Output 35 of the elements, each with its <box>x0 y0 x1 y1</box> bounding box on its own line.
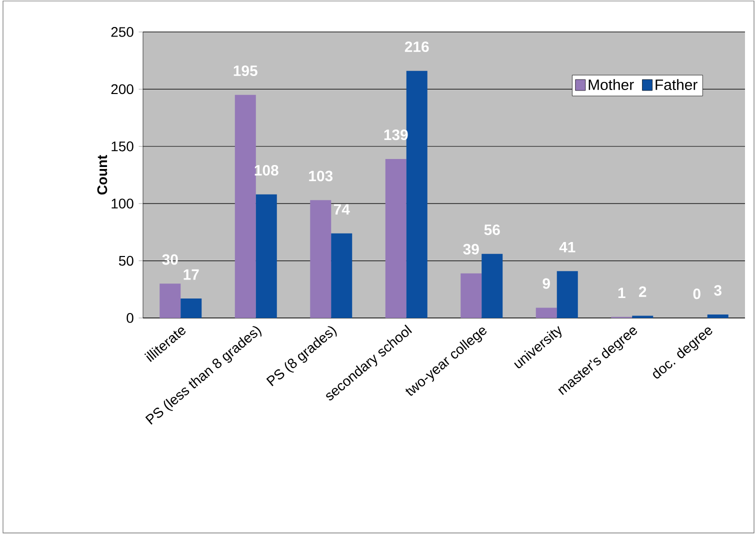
data-label: 0 <box>693 288 700 300</box>
data-label: 17 <box>184 269 199 280</box>
data-label: 103 <box>309 170 333 182</box>
legend-label: Father <box>656 79 698 90</box>
data-label: 74 <box>334 204 350 214</box>
data-label: 56 <box>484 224 500 236</box>
data-label: 2 <box>638 286 646 297</box>
bar <box>180 298 202 318</box>
bar <box>556 271 578 318</box>
bar <box>331 233 352 318</box>
y-tick-label: 250 <box>111 27 134 37</box>
data-label: 3 <box>714 285 722 296</box>
y-tick-label: 150 <box>112 141 134 152</box>
data-label: 1 <box>618 288 626 298</box>
bar <box>536 308 557 318</box>
data-label: 216 <box>404 41 429 52</box>
bar <box>256 194 277 318</box>
bar <box>160 284 181 318</box>
legend-label: Mother <box>588 79 634 90</box>
data-label: 41 <box>559 242 576 252</box>
bar <box>385 158 406 318</box>
data-label: 9 <box>542 278 550 289</box>
bar <box>406 70 428 318</box>
y-axis-title: Count <box>97 155 108 195</box>
bar <box>310 200 332 318</box>
bar <box>482 254 503 318</box>
data-label: 39 <box>463 244 479 255</box>
bar <box>234 94 256 318</box>
bar <box>707 314 728 318</box>
bar <box>460 273 482 318</box>
y-tick-label: 0 <box>126 313 134 323</box>
data-label: 195 <box>234 65 258 76</box>
y-tick-label: 200 <box>111 84 134 94</box>
y-tick-label: 50 <box>118 256 134 266</box>
y-tick-label: 100 <box>112 198 134 209</box>
